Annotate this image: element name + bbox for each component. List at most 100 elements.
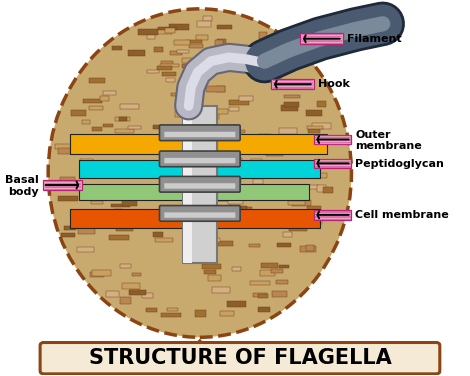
- Bar: [119, 117, 127, 121]
- Bar: [217, 161, 320, 178]
- Bar: [317, 101, 326, 106]
- Bar: [217, 207, 236, 214]
- Bar: [214, 190, 230, 194]
- Bar: [253, 293, 266, 297]
- Bar: [306, 245, 314, 251]
- Bar: [165, 78, 175, 82]
- Bar: [259, 161, 275, 167]
- Bar: [228, 199, 243, 204]
- Bar: [240, 150, 250, 154]
- Bar: [58, 196, 78, 201]
- Bar: [258, 74, 274, 80]
- Bar: [296, 140, 313, 143]
- Bar: [245, 161, 258, 166]
- Bar: [171, 93, 188, 96]
- Bar: [142, 293, 153, 298]
- Bar: [276, 280, 288, 284]
- Bar: [161, 313, 181, 317]
- Bar: [217, 209, 320, 228]
- Bar: [298, 165, 313, 170]
- Bar: [155, 238, 173, 242]
- Bar: [71, 110, 86, 116]
- Bar: [183, 106, 217, 263]
- Bar: [228, 158, 242, 163]
- Bar: [215, 40, 223, 45]
- Bar: [312, 123, 331, 129]
- Bar: [137, 168, 157, 172]
- Bar: [187, 40, 202, 44]
- Bar: [204, 270, 216, 274]
- Bar: [251, 159, 262, 165]
- Ellipse shape: [48, 9, 352, 337]
- Bar: [306, 206, 321, 213]
- Bar: [189, 44, 203, 48]
- Bar: [236, 207, 252, 211]
- Bar: [187, 166, 204, 172]
- Bar: [115, 117, 130, 121]
- Bar: [299, 246, 315, 252]
- Bar: [173, 40, 190, 45]
- Bar: [182, 58, 198, 62]
- Bar: [120, 297, 131, 304]
- FancyBboxPatch shape: [159, 151, 240, 167]
- Bar: [60, 177, 75, 181]
- Bar: [202, 264, 221, 269]
- Bar: [260, 270, 275, 276]
- Bar: [278, 171, 287, 176]
- Bar: [249, 244, 260, 247]
- Bar: [229, 107, 240, 111]
- Bar: [279, 80, 288, 85]
- Bar: [180, 156, 194, 160]
- Bar: [88, 164, 106, 170]
- Bar: [277, 243, 291, 247]
- Bar: [297, 161, 316, 167]
- Bar: [204, 112, 219, 119]
- Bar: [206, 86, 225, 92]
- Bar: [195, 245, 215, 251]
- Bar: [323, 188, 334, 193]
- Bar: [229, 218, 240, 223]
- Bar: [195, 311, 206, 317]
- Bar: [55, 144, 74, 149]
- Bar: [153, 232, 163, 237]
- Bar: [203, 16, 212, 21]
- Bar: [219, 150, 236, 155]
- Bar: [219, 140, 235, 143]
- Bar: [120, 104, 139, 109]
- Bar: [218, 218, 235, 223]
- Bar: [182, 64, 193, 68]
- Bar: [284, 95, 300, 99]
- Bar: [115, 129, 134, 133]
- Bar: [313, 135, 352, 144]
- Bar: [271, 269, 283, 273]
- Bar: [147, 70, 159, 73]
- Bar: [290, 56, 303, 61]
- Bar: [251, 281, 270, 285]
- Bar: [165, 28, 175, 33]
- Bar: [259, 32, 267, 39]
- Bar: [253, 179, 263, 183]
- Bar: [91, 201, 103, 204]
- Bar: [239, 96, 253, 101]
- Bar: [109, 235, 129, 240]
- Bar: [258, 294, 267, 299]
- Bar: [192, 112, 205, 116]
- Bar: [297, 166, 317, 171]
- Bar: [209, 109, 228, 114]
- Bar: [153, 125, 168, 129]
- FancyBboxPatch shape: [159, 176, 240, 192]
- Bar: [100, 96, 109, 101]
- Bar: [284, 102, 298, 107]
- Bar: [300, 33, 343, 44]
- Bar: [196, 257, 211, 261]
- Bar: [313, 210, 352, 220]
- Bar: [306, 110, 322, 116]
- Bar: [128, 50, 145, 56]
- Bar: [70, 134, 183, 154]
- Bar: [308, 129, 320, 133]
- Text: Cell membrane: Cell membrane: [355, 210, 449, 220]
- Bar: [289, 228, 307, 231]
- Bar: [130, 285, 139, 291]
- Bar: [170, 51, 182, 55]
- FancyBboxPatch shape: [164, 158, 235, 163]
